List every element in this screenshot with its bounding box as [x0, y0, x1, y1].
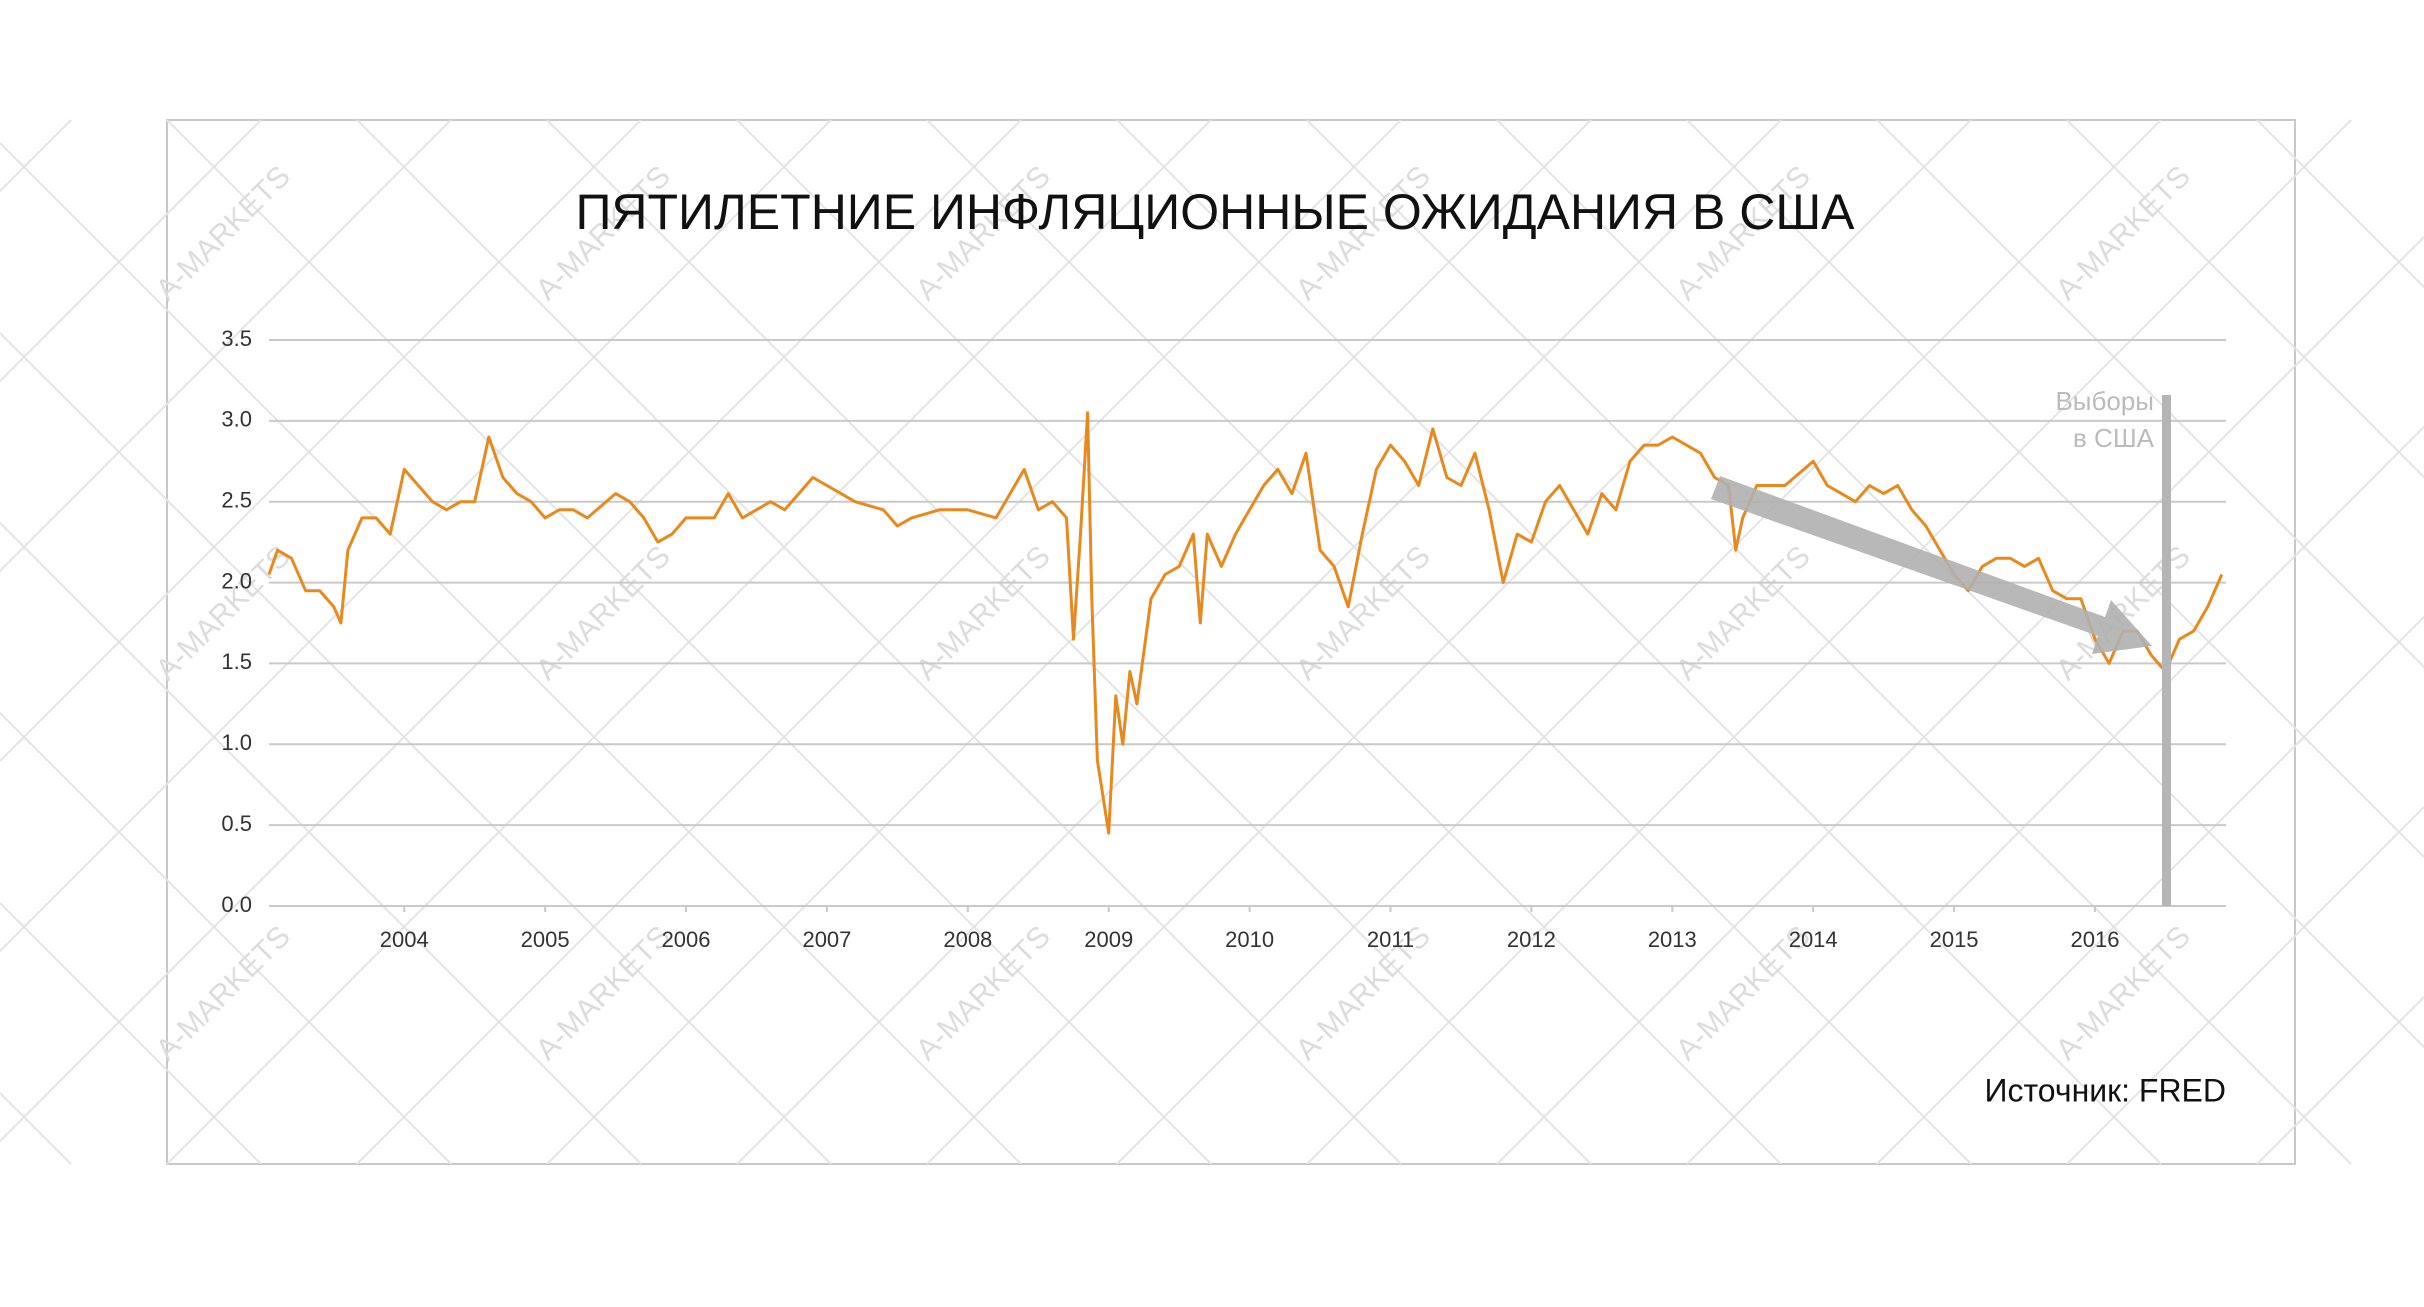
y-tick-label: 1.5	[221, 649, 252, 674]
y-tick-label: 1.0	[221, 730, 252, 755]
annotation: в США	[2073, 423, 2155, 453]
watermark-line	[166, 119, 1212, 1165]
watermark-line	[0, 119, 452, 573]
x-tick-label: 2015	[1930, 927, 1979, 952]
watermark-line	[0, 901, 262, 1165]
watermark-line	[0, 119, 72, 193]
watermark-line	[1686, 425, 2424, 1165]
y-tick-label: 2.5	[221, 488, 252, 513]
watermark-line	[1306, 119, 2352, 1165]
trend-arrow	[1711, 476, 2152, 654]
y-tick-label: 3.5	[221, 326, 252, 351]
watermark-line	[0, 1091, 72, 1165]
chart-title: ПЯТИЛЕТНИЕ ИНФЛЯЦИОННЫЕ ОЖИДАНИЯ В США	[575, 184, 1855, 240]
watermark-line	[0, 119, 262, 383]
watermark-line	[926, 119, 1972, 1165]
x-tick-label: 2007	[802, 927, 851, 952]
watermark-line	[1116, 119, 2162, 1165]
x-tick-label: 2010	[1225, 927, 1274, 952]
watermark-line	[546, 119, 1592, 1165]
y-tick-label: 0.0	[221, 892, 252, 917]
plot: 0.0 0.5 1.0 1.5 2.0 2.5 3.0 3.5 2004 2005 2006 2007…	[221, 326, 2226, 952]
x-tick-label: 2012	[1507, 927, 1556, 952]
x-tick-label: 2008	[943, 927, 992, 952]
watermark-line	[356, 119, 1402, 1165]
watermark-line	[0, 119, 1022, 1143]
x-tick-label: 2016	[2070, 927, 2119, 952]
source: Источник: FRED	[1985, 1072, 2227, 1108]
watermark-line	[0, 711, 452, 1165]
x-tick-label: 2014	[1789, 927, 1838, 952]
watermark-line	[2066, 119, 2424, 479]
watermark-line	[2066, 805, 2424, 1165]
watermark-line	[1876, 615, 2424, 1165]
series-line	[267, 411, 2224, 835]
y-tick-label: 0.5	[221, 811, 252, 836]
frame	[166, 119, 2296, 1165]
watermark-line	[0, 119, 642, 763]
annotation: Выборы	[2055, 386, 2154, 416]
x-tick-label: 2009	[1084, 927, 1133, 952]
election-line	[2162, 395, 2171, 906]
x-tick-label: 2011	[1367, 927, 1414, 952]
y-tick-label: 3.0	[221, 407, 252, 432]
x-tick-label: 2004	[380, 927, 429, 952]
x-tick-label: 2005	[521, 927, 570, 952]
watermark-line	[0, 119, 832, 953]
x-tick-label: 2013	[1648, 927, 1697, 952]
watermark-line	[736, 119, 1782, 1165]
y-tick-label: 2.0	[221, 568, 252, 593]
watermark-line	[1496, 235, 2424, 1165]
x-tick-label: 2006	[662, 927, 711, 952]
